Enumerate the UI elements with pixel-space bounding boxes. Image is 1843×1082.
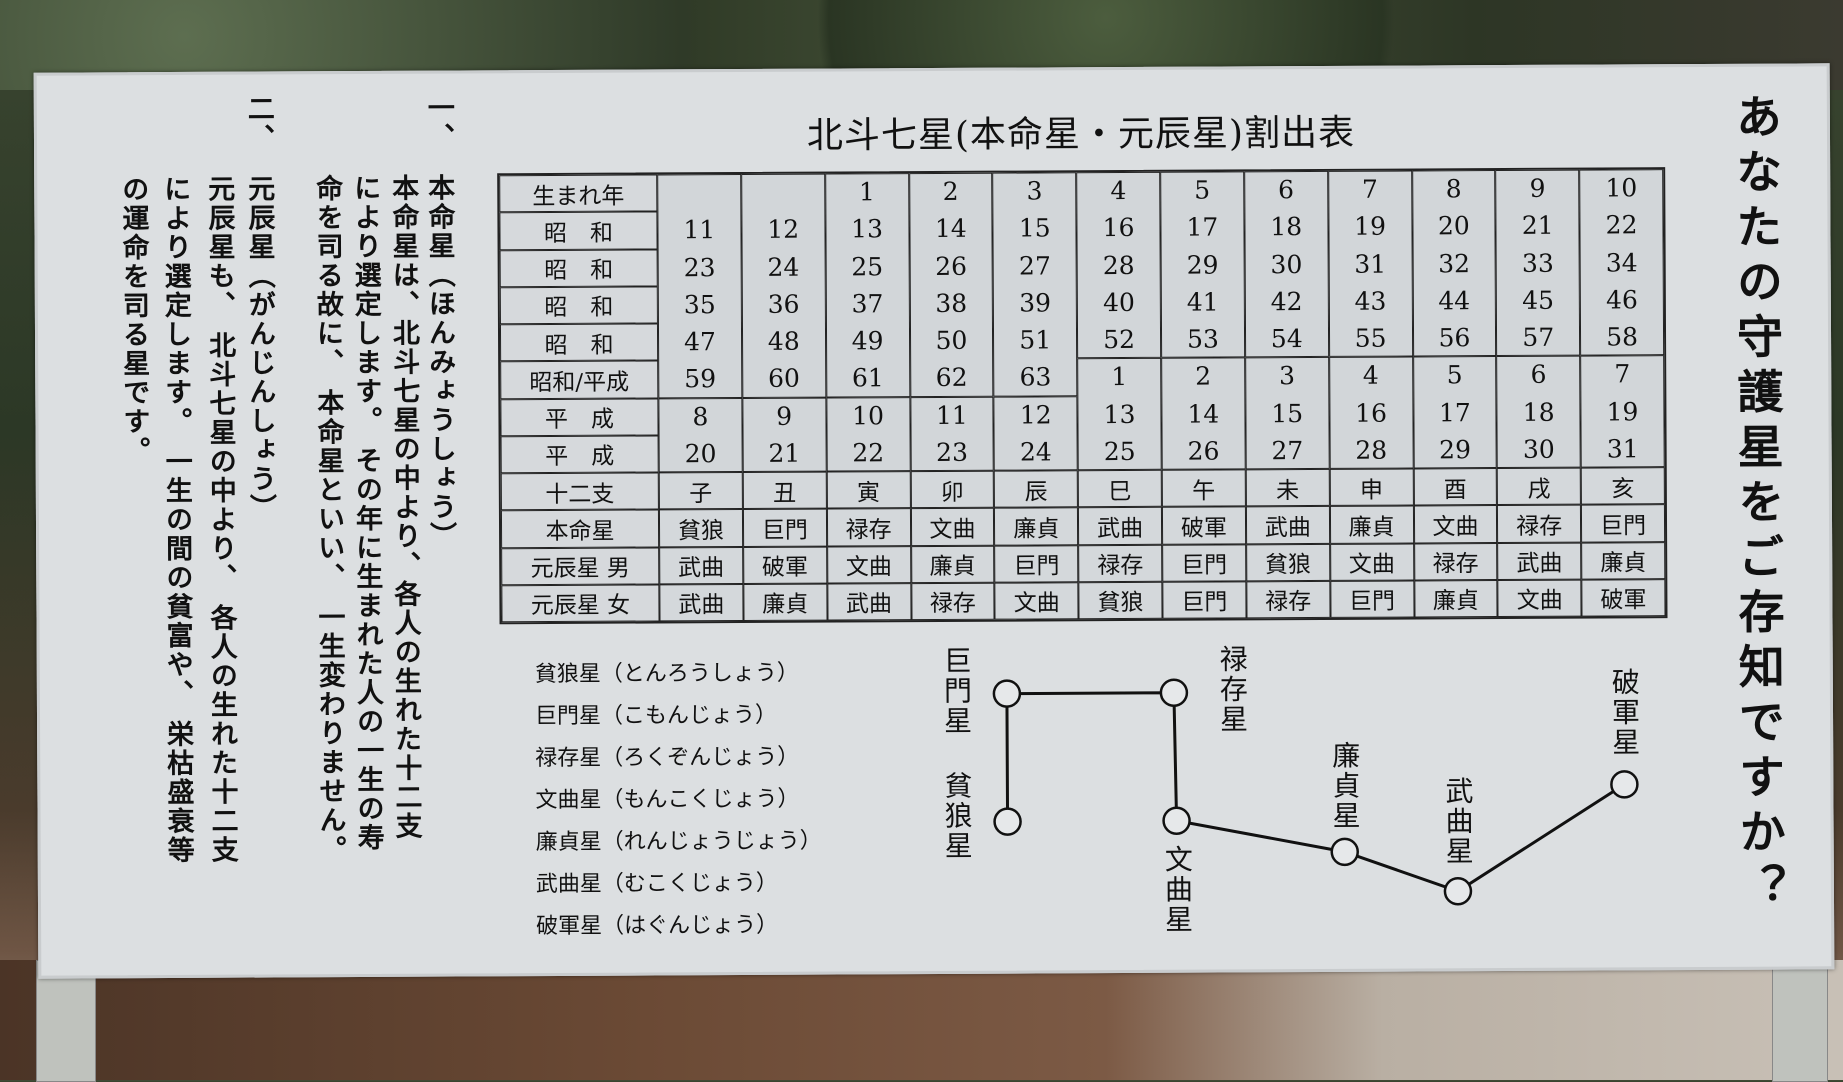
star-label: 破軍星 (1607, 667, 1642, 758)
star-label: 巨門星 (939, 645, 974, 736)
star-label: 廉貞星 (1328, 740, 1362, 831)
dipper-connecting-line (1005, 691, 1626, 893)
star-label: 貧狼星 (940, 770, 974, 861)
sign-post-right (1772, 960, 1828, 1082)
star-node (1330, 837, 1359, 867)
big-dipper-diagram (992, 678, 1639, 906)
star-node (993, 807, 1022, 836)
star-label: 文曲星 (1160, 844, 1195, 935)
star-node (992, 679, 1022, 708)
sign-post-left (36, 960, 96, 1082)
star-node (1443, 877, 1473, 906)
star-label: 武曲星 (1441, 776, 1475, 867)
ground (0, 960, 1843, 1080)
signboard: 北斗七星(本命星・元辰星)割出表 あなたの守護星をご存知ですか？ 一、 本命星（ほ… (33, 63, 1835, 979)
star-node (1159, 678, 1189, 707)
star-node (1610, 770, 1639, 799)
star-label: 禄存星 (1215, 644, 1250, 735)
star-node (1162, 806, 1191, 835)
